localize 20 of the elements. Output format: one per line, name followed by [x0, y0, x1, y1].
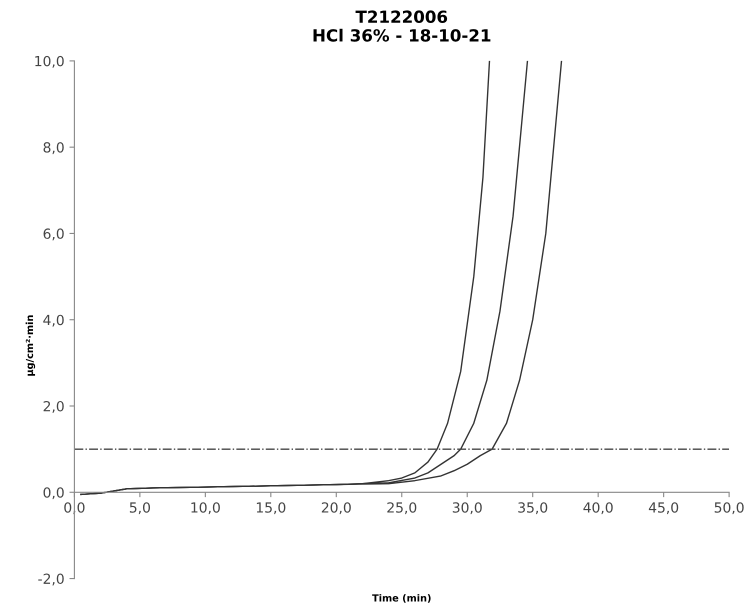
y-tick-label: 10,0: [35, 56, 64, 68]
y-tick-label: 2,0: [44, 400, 64, 413]
x-tick-label: 10,0: [191, 502, 220, 514]
x-tick-label: 20,0: [322, 502, 351, 514]
x-tick-label: 35,0: [518, 502, 548, 514]
y-tick-label: -2,0: [38, 574, 64, 586]
y-tick-label: 4,0: [43, 314, 64, 327]
x-tick-label: 40,0: [583, 502, 613, 514]
chart-title: T2122006 HCl 36% - 18-10-21: [314, 10, 490, 42]
x-tick-label: 50,0: [714, 502, 744, 514]
y-tick-label: 0,0: [44, 487, 64, 500]
x-tick-label: 25,0: [387, 502, 416, 514]
y-axis-title: µg/cm²·min: [26, 315, 36, 376]
x-tick-label: 45,0: [648, 502, 678, 514]
x-axis-title: Time (min): [372, 594, 431, 603]
y-tick-label: 8,0: [44, 142, 64, 154]
x-tick-label: 30,0: [452, 502, 482, 514]
y-tick-label: 6,0: [44, 228, 64, 240]
x-tick-label: 5,0: [130, 502, 150, 514]
x-tick-label: 15,0: [256, 502, 286, 514]
